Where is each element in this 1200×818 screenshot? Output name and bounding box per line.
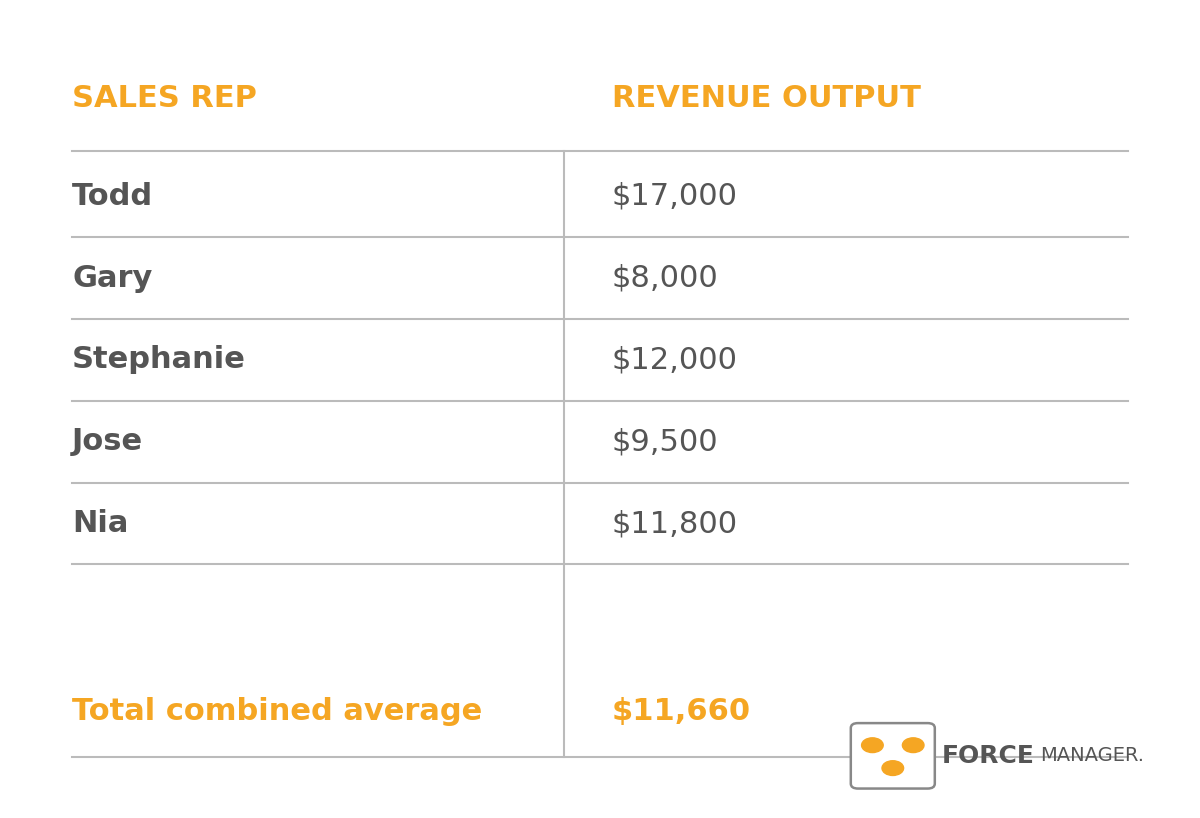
Text: Jose: Jose [72,427,143,456]
Text: REVENUE OUTPUT: REVENUE OUTPUT [612,83,920,113]
Text: SALES REP: SALES REP [72,83,257,113]
Text: $11,660: $11,660 [612,697,751,726]
Text: Nia: Nia [72,509,128,538]
Circle shape [902,738,924,753]
Text: Todd: Todd [72,182,154,211]
Text: $8,000: $8,000 [612,263,719,293]
Circle shape [882,761,904,775]
Circle shape [862,738,883,753]
Text: $9,500: $9,500 [612,427,719,456]
Text: Stephanie: Stephanie [72,345,246,375]
FancyBboxPatch shape [851,723,935,789]
Text: $12,000: $12,000 [612,345,738,375]
Text: Total combined average: Total combined average [72,697,482,726]
Text: $11,800: $11,800 [612,509,738,538]
Text: FORCE: FORCE [942,744,1034,768]
Text: $17,000: $17,000 [612,182,738,211]
Text: Gary: Gary [72,263,152,293]
Text: MANAGER.: MANAGER. [1040,746,1145,766]
